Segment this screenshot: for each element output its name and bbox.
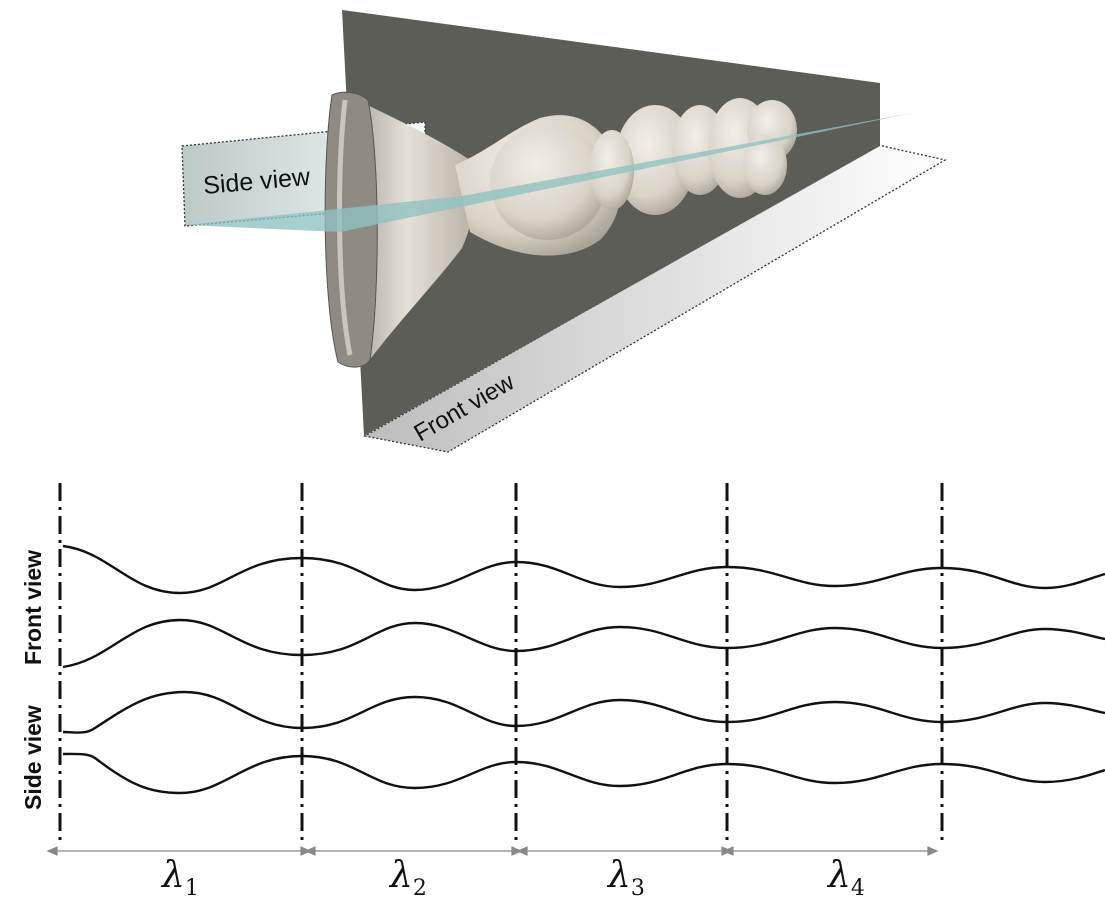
jet-bulb-7 bbox=[743, 135, 787, 195]
front-view-lower-curve bbox=[62, 618, 1105, 669]
wavelength-arrow-2 bbox=[304, 846, 523, 856]
side-view-lower-curve bbox=[62, 752, 1105, 795]
wavelength-arrow-1 bbox=[46, 846, 312, 856]
wavelength-arrow-4 bbox=[722, 846, 939, 856]
front-view-projection-plane bbox=[363, 144, 947, 453]
front-view-upper-curve bbox=[62, 544, 1105, 595]
side-view-upper-curve bbox=[62, 690, 1105, 734]
profile-diagram: λ1 λ2 λ3 λ4 Front view Side view bbox=[20, 483, 1105, 898]
wavelength-label-1: λ1 bbox=[160, 855, 199, 898]
wavelength-label-3: λ3 bbox=[606, 855, 645, 898]
wavelength-label-4: λ4 bbox=[826, 855, 865, 898]
wavelength-arrow-3 bbox=[516, 846, 733, 856]
wavelength-arrows bbox=[46, 846, 939, 856]
front-view-profile-label: Front view bbox=[20, 550, 46, 665]
wavelength-boundaries bbox=[58, 483, 944, 842]
wavelength-label-2: λ2 bbox=[388, 855, 427, 898]
profile-curves bbox=[62, 544, 1105, 795]
jet-3d-illustration bbox=[181, 10, 947, 453]
side-plane bbox=[185, 113, 912, 232]
side-view-profile-label: Side view bbox=[20, 705, 46, 810]
